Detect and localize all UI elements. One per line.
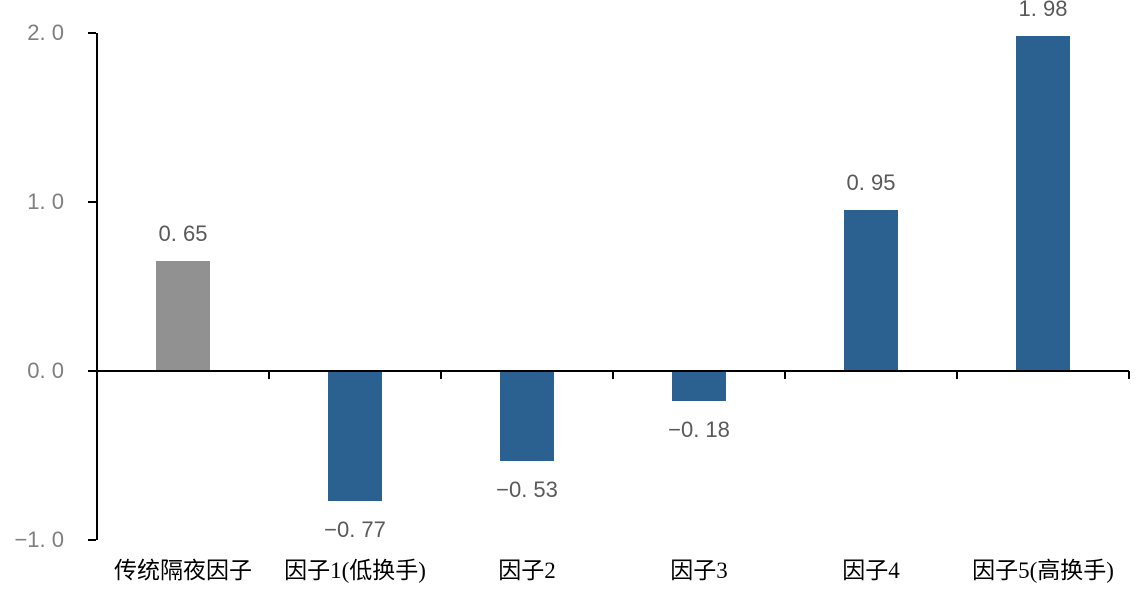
y-axis-tick (88, 32, 96, 34)
category-label: 因子1(低换手) (284, 558, 426, 583)
value-label: 0. 95 (846, 170, 896, 196)
bar (156, 261, 210, 371)
x-axis-tick (956, 371, 958, 379)
y-axis-tick (88, 370, 96, 372)
value-label: 0. 65 (158, 221, 208, 247)
value-label: −0. 18 (668, 417, 730, 443)
category-label: 因子5(高换手) (972, 558, 1114, 583)
bar (672, 371, 726, 402)
y-axis-tick (88, 201, 96, 203)
y-tick-label: 1. 0 (27, 189, 64, 214)
y-tick-label: −1. 0 (14, 527, 64, 552)
x-axis-tick (784, 371, 786, 379)
category-label: 传统隔夜因子 (114, 558, 252, 583)
x-axis-tick (612, 371, 614, 379)
bar (500, 371, 554, 461)
bar (328, 371, 382, 502)
category-label: 因子2 (498, 558, 556, 583)
value-label: −0. 53 (496, 476, 558, 502)
x-axis-tick (440, 371, 442, 379)
x-axis-tick (268, 371, 270, 379)
value-label: −0. 77 (324, 517, 386, 543)
value-label: 1. 98 (1018, 0, 1068, 22)
bar (844, 210, 898, 371)
category-label: 因子3 (670, 558, 728, 583)
y-tick-label: 0. 0 (27, 358, 64, 383)
x-axis-tick (1128, 371, 1130, 379)
y-axis-tick (88, 539, 96, 541)
y-axis-line (96, 33, 98, 540)
category-label: 因子4 (842, 558, 900, 583)
y-tick-label: 2. 0 (27, 20, 64, 45)
bar (1016, 36, 1070, 371)
